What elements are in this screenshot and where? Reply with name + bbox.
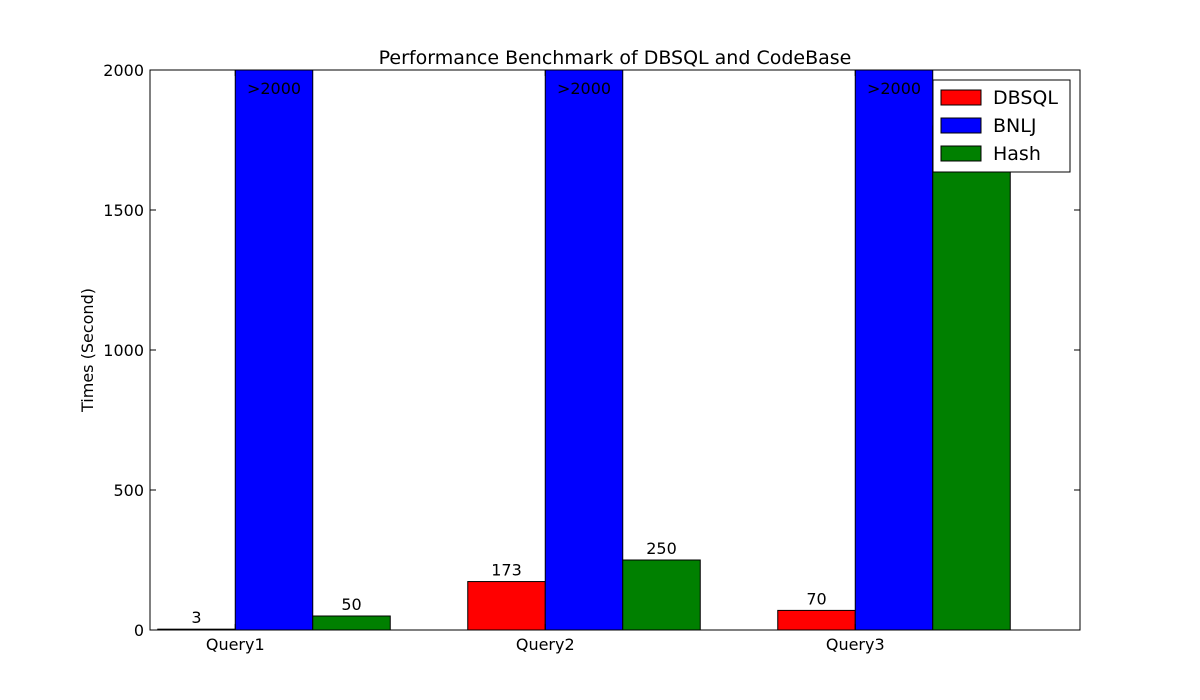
x-tick-label: Query1	[206, 635, 265, 654]
y-tick-label: 500	[113, 481, 144, 500]
bar-bnlj-query1	[234, 69, 314, 631]
legend-label-dbsql: DBSQL	[993, 87, 1058, 109]
bar-hash-query1	[312, 615, 391, 631]
bar-hash-query2	[622, 559, 701, 631]
y-tick-label: 0	[134, 621, 144, 640]
y-tick-label: 1500	[103, 201, 144, 220]
data-label-bnlj-query3: >2000	[867, 79, 921, 98]
y-tick-label: 1000	[103, 341, 144, 360]
bar-bnlj-query2	[544, 69, 624, 631]
bar-dbsql-query2	[467, 581, 546, 631]
axis-ticks-layer: 0 500 1000 1500 2000 Query1 Query2 Query3	[103, 61, 1080, 654]
y-tick-label: 2000	[103, 61, 144, 80]
legend-swatch-hash	[940, 145, 982, 162]
data-label-hash-query1: 50	[341, 595, 361, 614]
data-label-dbsql-query3: 70	[806, 589, 826, 608]
chart-title: Performance Benchmark of DBSQL and CodeB…	[379, 47, 852, 69]
bar-hash-query3	[932, 125, 1011, 631]
data-label-bnlj-query1: >2000	[247, 79, 301, 98]
bar-dbsql-query3	[777, 609, 856, 631]
x-tick-label: Query3	[826, 635, 885, 654]
legend-label-hash: Hash	[993, 143, 1041, 165]
legend-swatch-bnlj	[940, 117, 982, 134]
x-tick-label: Query2	[516, 635, 575, 654]
legend-label-bnlj: BNLJ	[993, 115, 1036, 137]
data-label-hash-query2: 250	[646, 539, 677, 558]
data-label-bnlj-query2: >2000	[557, 79, 611, 98]
data-label-dbsql-query2: 173	[491, 561, 522, 580]
legend: DBSQL BNLJ Hash	[932, 79, 1071, 173]
legend-swatch-dbsql	[940, 89, 982, 106]
y-axis-label: Times (Second)	[78, 288, 97, 413]
bar-bnlj-query3	[854, 69, 934, 631]
data-label-dbsql-query1: 3	[191, 608, 201, 627]
data-labels-layer: 3 173 70 >2000 >2000 >2000 50 250	[191, 79, 921, 627]
bars-layer	[157, 69, 1011, 631]
